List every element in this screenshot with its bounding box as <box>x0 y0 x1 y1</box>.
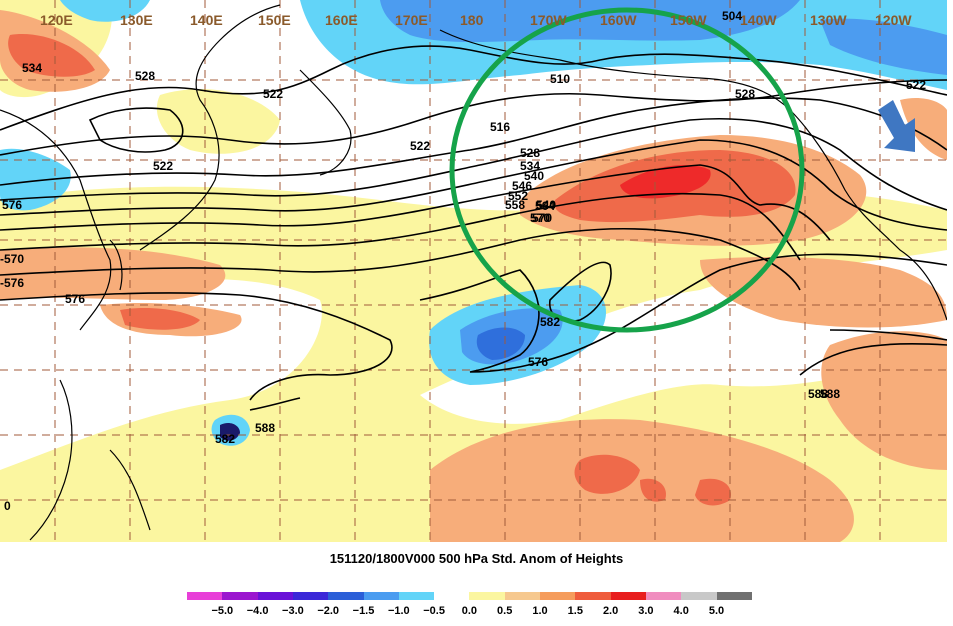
contour-label: 570 <box>530 211 550 225</box>
longitude-labels: 120E 130E 140E 150E 160E 170E 180 170W 160W 150W 1… <box>40 12 912 28</box>
positive-anomaly-max <box>620 165 711 199</box>
legend-swatch <box>645 592 682 600</box>
coastlines <box>0 4 947 541</box>
negative-anomaly-core-spot <box>220 422 240 441</box>
contour-label: 522 <box>153 159 173 173</box>
longitude-label: 170E <box>395 12 428 28</box>
legend-label: 2.0 <box>602 605 619 617</box>
contour-label: 570 <box>532 211 552 225</box>
contour-label: 528 <box>735 87 755 101</box>
longitude-label: 170W <box>530 12 567 28</box>
contour-label: 534 <box>520 159 540 173</box>
map-caption: 151120/1800V000 500 hPa Std. Anom of Hei… <box>329 551 624 566</box>
legend-label: −0.5 <box>423 605 445 617</box>
side-label: -576 <box>0 276 24 290</box>
side-labels: -570 -576 0 <box>0 252 24 513</box>
contour-label: 576 <box>528 355 548 369</box>
contour-label: 588 <box>255 421 275 435</box>
contour-label: 558 <box>505 198 525 212</box>
legend-swatch <box>540 592 576 600</box>
longitude-label: 160W <box>600 12 637 28</box>
legend-label: 3.0 <box>638 605 654 617</box>
legend-label: 1.0 <box>532 605 548 617</box>
longitude-label: 150E <box>258 12 291 28</box>
contour-label: 522 <box>263 87 283 101</box>
contour-label: 576 <box>65 292 85 306</box>
contour-label: 582 <box>215 432 235 446</box>
legend-swatch <box>292 592 329 600</box>
legend-swatch <box>610 592 647 600</box>
longitude-label: 160E <box>325 12 358 28</box>
legend-swatch <box>187 592 223 600</box>
contour-label: 534 <box>22 61 42 75</box>
negative-anomaly-strong <box>476 327 525 360</box>
legend-swatch <box>469 592 506 600</box>
contour-label: 504 <box>722 9 742 23</box>
legend-label: −2.0 <box>317 605 340 617</box>
contour-label: 588 <box>808 387 828 401</box>
legend-label: −4.0 <box>246 605 269 617</box>
longitude-label: 120W <box>875 12 912 28</box>
legend-swatch <box>328 592 364 600</box>
legend-label: 0.5 <box>497 605 513 617</box>
longitude-label: 120E <box>40 12 73 28</box>
side-label: -570 <box>0 252 24 266</box>
contour-label: 540 <box>536 198 556 212</box>
legend-swatch <box>434 592 470 600</box>
contour-label: 516 <box>490 120 510 134</box>
contour-label: 540 <box>524 169 544 183</box>
legend-swatch <box>681 592 717 600</box>
map-canvas: 120E 130E 140E 150E 160E 170E 180 170W 160W 150W 1… <box>0 0 947 542</box>
legend-swatch <box>716 592 753 600</box>
contour-label: 588 <box>820 387 840 401</box>
contour-label: 546 <box>512 179 532 193</box>
legend-swatch <box>257 592 294 600</box>
legend-label: −3.0 <box>282 605 304 617</box>
legend-label: −5.0 <box>211 605 234 617</box>
longitude-label: 140W <box>740 12 777 28</box>
legend-swatch <box>222 592 259 600</box>
legend-swatch <box>575 592 612 600</box>
legend-label: −1.5 <box>352 605 375 617</box>
longitude-label: 180 <box>460 12 484 28</box>
legend-label: 4.0 <box>673 605 689 617</box>
contour-labels: 5345285225225225165105045285225285345405… <box>2 9 926 446</box>
arrow-icon <box>878 100 915 152</box>
legend-label: −1.0 <box>387 605 410 617</box>
anomaly-map: 120E 130E 140E 150E 160E 170E 180 170W 160W 150W 1… <box>0 0 947 542</box>
side-label: 0 <box>4 499 11 513</box>
height-contours <box>0 45 947 411</box>
longitude-label: 130E <box>120 12 153 28</box>
contour-label: 564 <box>535 199 555 213</box>
legend-swatch <box>504 592 541 600</box>
highlight-circle <box>449 7 805 333</box>
contour-label: 522 <box>906 78 926 92</box>
longitude-label: 140E <box>190 12 223 28</box>
contour-label: 510 <box>550 72 570 86</box>
contour-label: 552 <box>508 189 528 203</box>
contour-label: 582 <box>540 315 560 329</box>
legend-label: 1.5 <box>567 605 583 617</box>
longitude-label: 130W <box>810 12 847 28</box>
contour-label: 522 <box>410 139 430 153</box>
contour-label: 528 <box>135 69 155 83</box>
contour-label: 576 <box>2 198 22 212</box>
legend-label: 0.0 <box>461 605 478 617</box>
longitude-label: 150W <box>670 12 707 28</box>
color-legend: −5.0 −4.0 −3.0 −2.0 −1.5 −1.0 −0.5 0.0 0.5 1.0 1.5… <box>187 592 757 626</box>
contour-label: 528 <box>520 146 540 160</box>
legend-label: 5.0 <box>708 605 725 617</box>
legend-swatch <box>363 592 400 600</box>
legend-swatch <box>398 592 435 600</box>
